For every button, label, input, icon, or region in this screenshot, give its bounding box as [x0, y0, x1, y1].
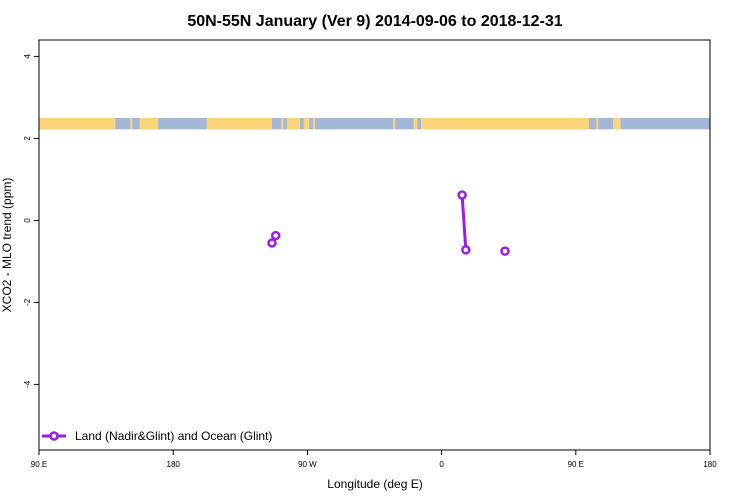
legend-label: Land (Nadir&Glint) and Ocean (Glint)	[75, 429, 272, 443]
land-segment	[393, 117, 396, 130]
data-point	[267, 238, 277, 248]
land-segment	[413, 117, 418, 130]
ocean-band	[39, 117, 710, 130]
legend: Land (Nadir&Glint) and Ocean (Glint)	[42, 429, 272, 443]
x-tick-label: 180	[703, 460, 717, 469]
plot-frame	[38, 39, 711, 451]
x-tick-label: 90 W	[298, 460, 317, 469]
land-segment	[39, 117, 116, 130]
x-axis: 90 E 180 90 W 0 90 E 180	[31, 450, 717, 469]
legend-marker	[49, 431, 59, 441]
x-axis-label: Longitude (deg E)	[327, 477, 422, 491]
y-tick-label: -4	[23, 380, 32, 388]
series-line	[460, 194, 468, 251]
land-segment	[206, 117, 272, 130]
y-tick-label: 2	[23, 136, 32, 141]
y-tick-label: -2	[23, 298, 32, 306]
land-segment	[596, 117, 599, 130]
y-axis: 4 2 0 -2 -4	[23, 54, 39, 388]
land-segment	[139, 117, 159, 130]
land-segment	[613, 117, 621, 130]
land-segment	[130, 117, 133, 130]
y-tick-label: 0	[23, 218, 32, 223]
data-point	[457, 190, 467, 200]
land-segment	[281, 117, 284, 130]
land-segment	[421, 117, 589, 130]
land-segment	[303, 117, 310, 130]
x-tick-label: 0	[439, 460, 444, 469]
land-segment	[312, 117, 315, 130]
chart-title: 50N-55N January (Ver 9) 2014-09-06 to 20…	[187, 13, 562, 30]
data-point	[500, 246, 510, 256]
y-axis-label: XCO2 - MLO trend (ppm)	[0, 178, 14, 313]
x-tick-label: 180	[167, 460, 181, 469]
x-tick-label: 90 E	[568, 460, 584, 469]
land-segment	[286, 117, 300, 130]
landmask-strip	[39, 117, 710, 130]
series-layer	[267, 190, 510, 256]
x-tick-label: 90 E	[31, 460, 47, 469]
data-point	[270, 230, 281, 241]
y-tick-label: 4	[23, 54, 32, 59]
data-point	[461, 245, 471, 255]
